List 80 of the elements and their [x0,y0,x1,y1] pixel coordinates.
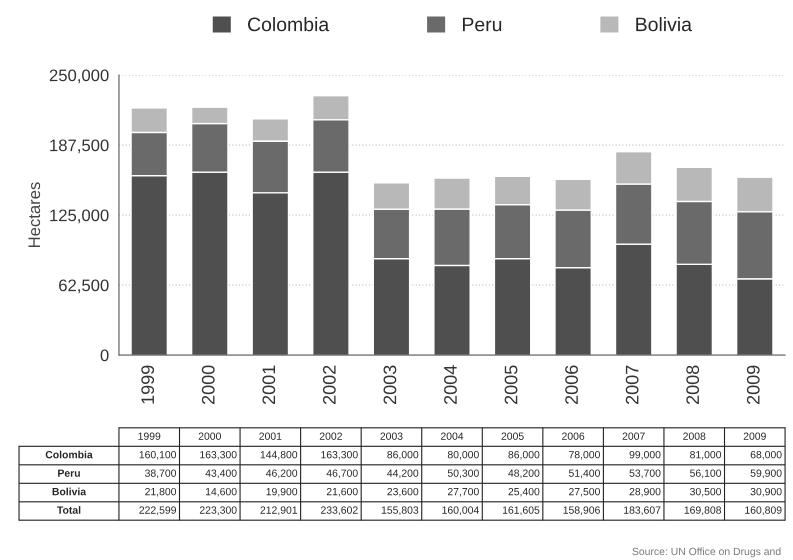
category-label: 2003 [380,432,403,440]
category-label: 2004 [440,432,464,440]
category-label: 2000 [198,432,221,440]
x-tick-label: 2009 [746,366,760,404]
category-label: 2001 [259,432,282,440]
y-tick-label: 187,500 [50,139,109,154]
category-label: 1999 [138,432,160,440]
x-tick-label: 2002 [322,366,336,404]
text: 160,004 [442,506,479,516]
text: 160,809 [745,506,782,516]
x-tick-label: 2006 [565,366,578,404]
text: 212,901 [260,506,298,516]
y-tick-label: 125,000 [50,209,109,224]
data-label: 43,400 [205,469,237,478]
legend-label: Peru [462,18,502,32]
data-label: 48,200 [508,469,540,478]
category-label: 2007 [622,432,645,440]
y-tick-label: 250,000 [50,69,109,84]
legend-label: Colombia [248,17,330,32]
text: 183,607 [624,506,660,516]
text: 161,605 [502,506,540,516]
data-label: 144,800 [260,450,298,460]
data-label: 44,200 [387,469,418,478]
data-label: 28,900 [630,488,661,497]
text: 222,599 [139,506,176,516]
text: 155,803 [382,506,418,516]
category-label: 2008 [683,432,706,440]
y-axis-title: Hectares [28,182,40,248]
x-tick-label: 2001 [262,366,276,404]
x-tick-label: 2007 [626,366,639,404]
category-label: 2006 [562,432,584,440]
data-label: 80,000 [448,450,479,460]
text: Peru [58,470,80,477]
x-tick-label: 2005 [504,366,518,404]
data-label: 14,600 [206,488,237,497]
x-tick-label: 2004 [444,365,457,404]
text: Colombia [46,450,93,458]
data-label: 86,000 [387,450,418,460]
text: 223,300 [200,506,237,516]
text: 233,602 [321,506,358,516]
data-label: 160,100 [140,450,176,460]
data-label: 27,500 [569,488,600,497]
y-tick-label: 0 [100,349,109,362]
data-label: 46,200 [266,469,298,478]
data-label: 59,900 [750,469,782,478]
data-label: 81,000 [690,450,722,460]
text: Total [57,506,80,514]
data-label: 30,500 [690,488,722,497]
data-label: 50,300 [448,469,479,478]
data-label: 23,600 [387,488,418,497]
text: 169,808 [684,506,722,516]
data-label: 19,900 [266,488,298,497]
x-tick-label: 2000 [202,365,215,404]
category-label: 2002 [320,432,342,440]
data-label: 27,700 [448,488,479,497]
data-label: 21,800 [145,488,176,497]
data-label: 56,100 [690,469,722,478]
data-label: 51,400 [568,469,600,478]
data-label: 86,000 [508,450,540,460]
legend-label: Bolivia [636,17,692,32]
category-label: 2009 [744,432,766,440]
data-label: 21,600 [326,488,358,497]
data-label: 38,700 [145,469,176,478]
source-note: Source: UN Office on Drugs and [632,547,780,558]
x-tick-label: 1999 [141,366,154,404]
data-label: 53,700 [629,469,661,478]
data-label: 25,400 [508,488,540,497]
text: Bolivia [52,488,86,496]
category-label: 2005 [502,432,524,440]
x-tick-label: 2008 [686,366,700,404]
data-label: 68,000 [750,450,782,460]
data-label: 30,900 [750,488,782,497]
data-label: 163,300 [321,450,358,460]
x-tick-label: 2003 [384,366,396,404]
data-label: 163,300 [200,450,237,460]
data-label: 99,000 [630,450,661,460]
text: 158,906 [564,506,600,516]
y-tick-label: 62,500 [59,279,109,294]
data-label: 46,700 [326,469,358,478]
data-label: 78,000 [569,450,600,460]
